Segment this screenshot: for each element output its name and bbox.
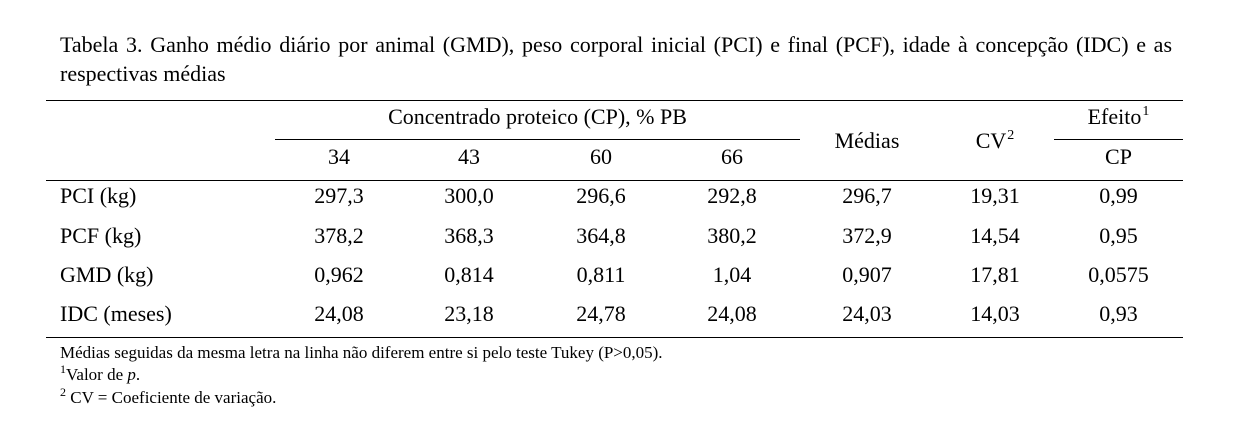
table-cell: 364,8 (576, 223, 626, 248)
cv-cell: 14,03 (970, 301, 1020, 326)
group-underline (275, 139, 800, 140)
footnote-1-italic: p (127, 365, 136, 384)
efeito-cell: 0,0575 (1088, 262, 1149, 287)
table-cell: 300,0 (444, 183, 494, 208)
table-cell: 24,78 (576, 301, 626, 326)
table-cell: 24,08 (707, 301, 757, 326)
table-cell: 23,18 (444, 301, 494, 326)
table-cell: 292,8 (707, 183, 757, 208)
efeito-cell: 0,93 (1099, 301, 1138, 326)
table-cell: 296,6 (576, 183, 626, 208)
efeito-underline (1054, 139, 1183, 140)
efeito-superscript: 1 (1142, 104, 1150, 119)
row-label: GMD (kg) (60, 262, 154, 287)
table-cell: 0,814 (444, 262, 494, 287)
row-label: IDC (meses) (60, 301, 172, 326)
table-cell: 378,2 (314, 223, 364, 248)
footnote-1-end: . (135, 365, 141, 384)
footnote-1-text: Valor de (66, 365, 128, 384)
media-cell: 372,9 (842, 223, 892, 248)
group-header: Concentrado proteico (CP), % PB (388, 104, 687, 129)
table-cell: 0,811 (576, 262, 626, 287)
efeito-header: Efeito1 (1054, 104, 1183, 134)
media-cell: 24,03 (842, 301, 892, 326)
table-cell: 380,2 (707, 223, 757, 248)
medias-header: Médias (834, 128, 900, 153)
table-cell: 24,08 (314, 301, 364, 326)
level-header: 43 (458, 144, 480, 169)
efeito-subheader: CP (1105, 144, 1132, 169)
efeito-label: Efeito (1087, 104, 1142, 129)
cv-cell: 14,54 (970, 223, 1020, 248)
table-cell: 1,04 (712, 262, 752, 287)
footnote-2-text: CV = Coeficiente de variação. (66, 388, 277, 407)
footnotes: Médias seguidas da mesma letra na linha … (60, 342, 663, 410)
table-cell: 297,3 (314, 183, 364, 208)
cv-cell: 19,31 (970, 183, 1020, 208)
footnote-2-mark: 2 (60, 385, 66, 399)
cv-cell: 17,81 (970, 262, 1020, 287)
media-cell: 296,7 (842, 183, 892, 208)
row-label: PCI (kg) (60, 183, 137, 208)
cv-label: CV (975, 128, 1007, 153)
row-label: PCF (kg) (60, 223, 142, 248)
table-cell: 0,962 (314, 262, 364, 287)
table-caption: Tabela 3. Ganho médio diário por animal … (60, 32, 1172, 86)
level-header: 66 (721, 144, 743, 169)
level-header: 60 (590, 144, 612, 169)
table-cell: 368,3 (444, 223, 494, 248)
top-rule (46, 100, 1183, 101)
footnote-1: 1Valor de p. (60, 362, 663, 387)
footnote-1-mark: 1 (60, 362, 66, 376)
header-bottom-rule (46, 180, 1183, 181)
efeito-cell: 0,99 (1099, 183, 1138, 208)
footnote-2: 2 CV = Coeficiente de variação. (60, 385, 663, 410)
bottom-rule (46, 337, 1183, 338)
cv-superscript: 2 (1007, 128, 1015, 143)
efeito-cell: 0,95 (1099, 223, 1138, 248)
level-header: 34 (328, 144, 350, 169)
cv-header: CV2 (935, 128, 1055, 158)
footnote-means: Médias seguidas da mesma letra na linha … (60, 343, 663, 362)
media-cell: 0,907 (842, 262, 892, 287)
